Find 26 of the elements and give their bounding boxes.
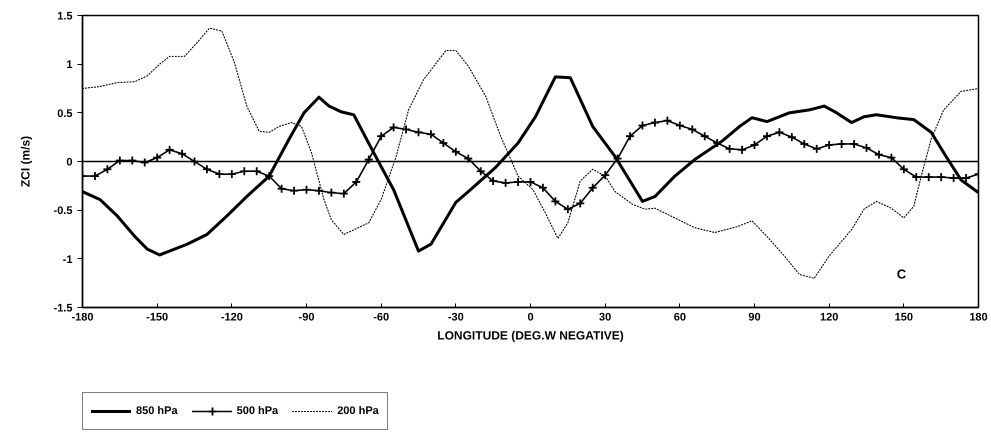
x-tick-label: -90 [298,312,314,324]
x-tick-label: -180 [71,312,94,324]
x-axis-title: LONGITUDE (DEG.W NEGATIVE) [437,328,624,342]
y-tick-label: -1.5 [54,302,73,314]
y-axis-title: ZCI (m/s) [18,136,33,188]
y-tick-label: 0 [66,156,73,168]
x-tick-label: 30 [599,312,612,324]
annotation: C [896,266,907,282]
y-tick-label: 1.5 [57,10,73,22]
x-tick-label: 90 [748,312,761,324]
legend-label: 500 hPa [236,405,278,417]
x-tick-label: -150 [146,312,168,324]
x-tick-label: -60 [373,312,390,324]
y-tick-label: 0.5 [57,108,73,120]
legend-label: 850 hPa [136,405,178,417]
x-tick-label: 150 [894,312,914,324]
x-tick-label: 60 [674,312,686,324]
x-tick-label: 120 [820,312,838,324]
x-tick-label: -30 [448,312,464,324]
y-tick-label: -1 [62,254,72,266]
y-tick-label: 1 [66,59,73,72]
y-tick-label: -0.5 [54,205,73,218]
x-tick-label: 0 [527,312,534,324]
legend-label: 200 hPa [337,405,379,417]
x-tick-label: 180 [969,312,988,324]
x-tick-label: -120 [220,312,243,324]
